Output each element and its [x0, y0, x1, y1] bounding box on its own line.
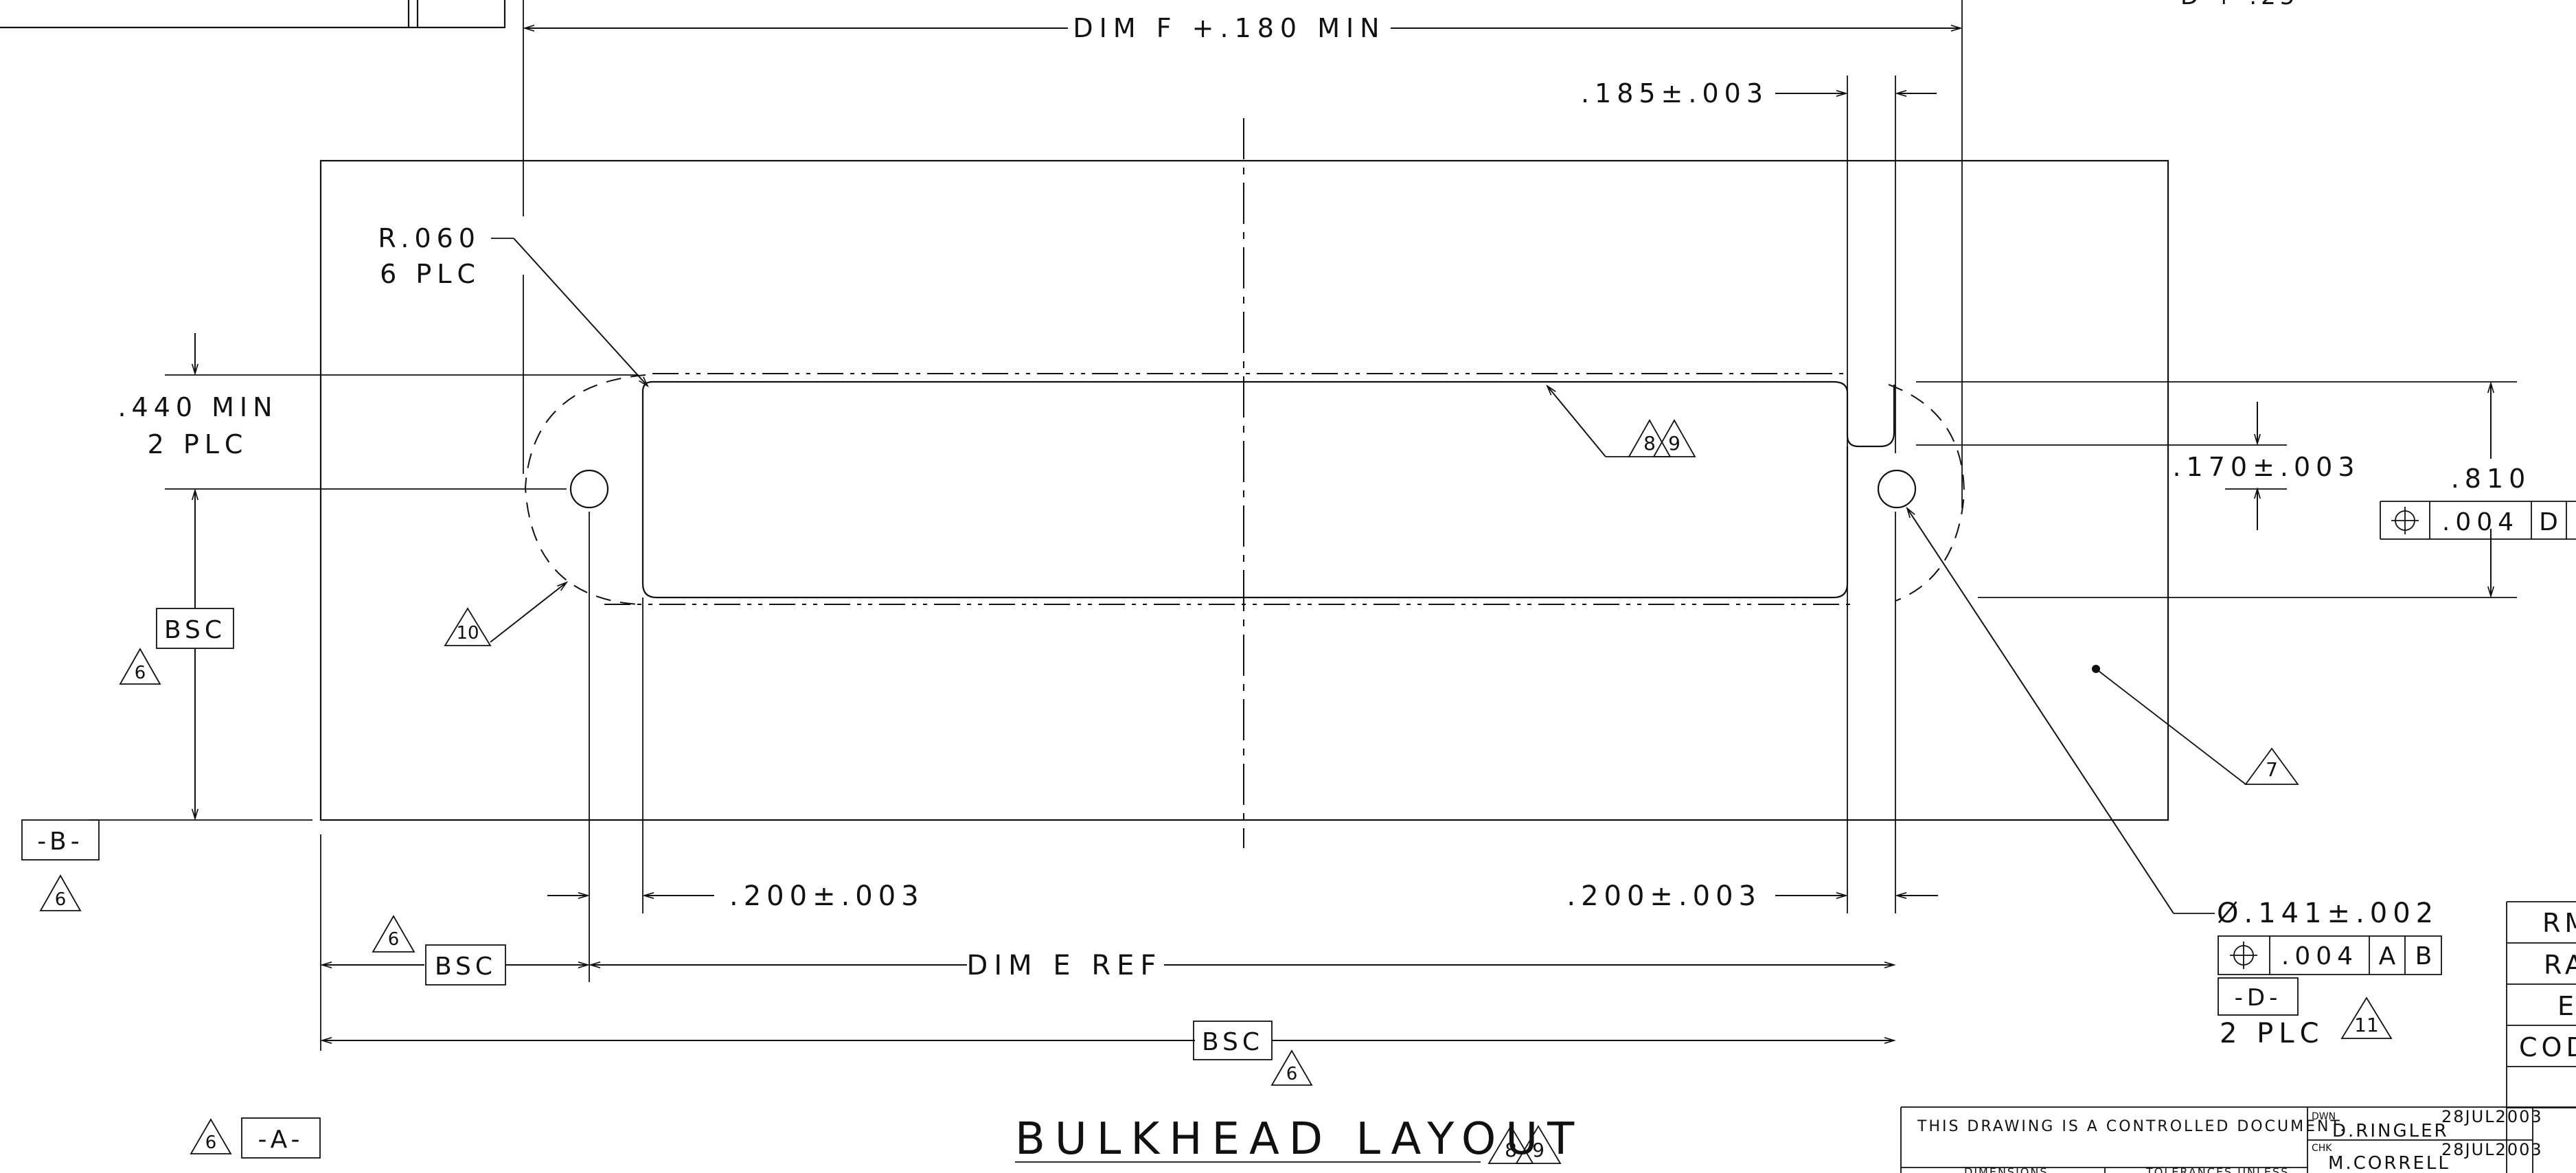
extension-lines [89, 0, 2517, 1051]
note-7-flag [2244, 747, 2299, 785]
note-6-flag-datum-a [190, 1118, 232, 1154]
dim-bsc-bottom: BSC 6 [320, 1021, 1896, 1086]
tolerances-heading: TOLERANCES UNLESS [2145, 1165, 2289, 1173]
datum-a-box [241, 1117, 321, 1159]
phantom-end-arc-right [1888, 384, 1965, 602]
corner-text: D + .25 [2180, 0, 2299, 10]
note-9-flag [1652, 419, 1696, 457]
dim-e-label: DIM E REF [967, 950, 1163, 981]
bsc-box-vertical [156, 608, 234, 649]
dimensions-heading: DIMENSIONS [1964, 1165, 2049, 1173]
side-table-row-1: RM [2542, 908, 2576, 938]
note-11-flag [2340, 997, 2393, 1039]
bsc-box-bottom [1193, 1021, 1273, 1060]
fcf-hole-tol: .004 [2281, 942, 2358, 970]
note-11-label: 11 [2354, 1014, 2379, 1036]
dim-440: .440 MIN 2 PLC [117, 333, 277, 459]
controlled-document-note: THIS DRAWING IS A CONTROLLED DOCUMENT. [1917, 1118, 2347, 1135]
title-note-9-flag [1515, 1125, 1562, 1164]
mounting-hole-left [569, 469, 609, 509]
dim-185: .185±.003 [1581, 78, 1937, 109]
bsc-label-left: BSC [435, 953, 497, 981]
title-note-8-flag [1488, 1125, 1534, 1164]
dim-200-left: .200±.003 [547, 880, 924, 912]
datum-d-label: -D- [2235, 984, 2282, 1012]
radius-qty: 6 PLC [380, 259, 481, 289]
note-7-label: 7 [2266, 758, 2278, 781]
chk-label: CHK [2312, 1143, 2332, 1154]
bsc-label-vertical: BSC [164, 616, 226, 644]
note-10-flag [444, 607, 492, 646]
view-title: BULKHEAD LAYOUT [1015, 1114, 1584, 1165]
note-10-label: 10 [456, 623, 479, 644]
hole-qty-label: 2 PLC [2220, 1018, 2325, 1049]
fcf-right-tol: .004 [2442, 508, 2519, 536]
side-table-row-2: RA [2544, 950, 2576, 980]
dim-e: DIM E REF [589, 950, 1896, 981]
fcf-right-datum: D [2539, 508, 2558, 536]
note-9-label: 9 [1668, 432, 1680, 455]
note-8-9-callout: 8 9 [1546, 384, 1696, 457]
dim-440-qty: 2 PLC [148, 429, 249, 459]
note-6-label-datum-a: 6 [205, 1132, 217, 1153]
datum-b-box [21, 819, 100, 861]
note-6-label-bottom: 6 [1286, 1064, 1298, 1084]
hole-dia-label: Ø.141±.002 [2217, 898, 2439, 929]
side-table-row-3: E [2557, 991, 2576, 1021]
note-6-flag-bottom [1270, 1049, 1313, 1086]
mounting-hole-right [1877, 469, 1917, 509]
dim-170: .170±.003 [2172, 402, 2360, 530]
dim-170-label: .170±.003 [2172, 452, 2360, 482]
top-left-fragment [0, 0, 506, 29]
side-table-row-4: COD [2519, 1032, 2576, 1062]
dim-bsc-left: BSC 6 [320, 915, 590, 986]
dwn-label: DWN [2312, 1111, 2336, 1122]
dim-185-label: .185±.003 [1581, 78, 1768, 109]
note-6-flag-datum-b [39, 874, 82, 911]
bsc-box-left [425, 944, 506, 986]
dwn-name: D.RINGLER [2332, 1121, 2449, 1141]
bsc-label-bottom: BSC [1202, 1028, 1264, 1056]
datum-b: -B- 6 [21, 819, 100, 911]
chk-name: M.CORRELL [2328, 1153, 2450, 1173]
note-8-flag [1628, 419, 1672, 457]
dim-440-label: .440 MIN [117, 392, 277, 422]
dim-200-left-label: .200±.003 [729, 880, 924, 912]
dim-200-right-label: .200±.003 [1566, 880, 1762, 912]
note-6-flag-left [372, 915, 415, 953]
dim-810: .810 .004 D [2380, 381, 2576, 598]
note-6-label-left: 6 [388, 929, 400, 950]
note-8-label: 8 [1643, 432, 1656, 455]
note-6-label-datum-b: 6 [55, 889, 67, 910]
phantom-envelope [604, 373, 1854, 605]
title-note-8-label: 8 [1505, 1139, 1517, 1161]
dim-810-label: .810 [2451, 464, 2531, 494]
phantom-end-arc-left [524, 374, 646, 605]
title-block: THIS DRAWING IS A CONTROLLED DOCUMENT. D… [1900, 1106, 2576, 1173]
note-7-callout: 7 [2092, 665, 2299, 785]
note-6-label-vertical: 6 [135, 663, 146, 683]
dim-f-label: DIM F +.180 MIN [1073, 13, 1385, 43]
view-title-group: BULKHEAD LAYOUT 8 9 [1015, 1114, 1584, 1165]
title-note-9-label: 9 [1532, 1139, 1545, 1161]
datum-a: 6 -A- [190, 1117, 321, 1159]
dim-f: DIM F +.180 MIN [523, 13, 1963, 43]
dim-200-right: .200±.003 [1566, 880, 1938, 912]
radius-label: R.060 [378, 223, 481, 253]
chk-date: 28JUL2003 [2441, 1140, 2543, 1159]
dwn-date: 28JUL2003 [2441, 1107, 2543, 1126]
dim-vertical-bsc: BSC 6 [119, 488, 234, 821]
side-table: RM RA E COD [2506, 901, 2576, 1173]
datum-d-box [2218, 977, 2299, 1016]
datum-b-label: -B- [37, 828, 83, 856]
slot-outline [641, 380, 1895, 599]
fcf-hole-b: B [2415, 942, 2432, 970]
fcf-hole-a: A [2379, 942, 2396, 970]
note-6-flag-vertical [119, 648, 161, 685]
note-10-callout: 10 [444, 581, 569, 646]
radius-callout: R.060 6 PLC [378, 223, 649, 388]
hole-callout: Ø.141±.002 .004 A B -D- 2 PLC 11 [1906, 506, 2442, 1049]
datum-a-label: -A- [258, 1126, 304, 1154]
